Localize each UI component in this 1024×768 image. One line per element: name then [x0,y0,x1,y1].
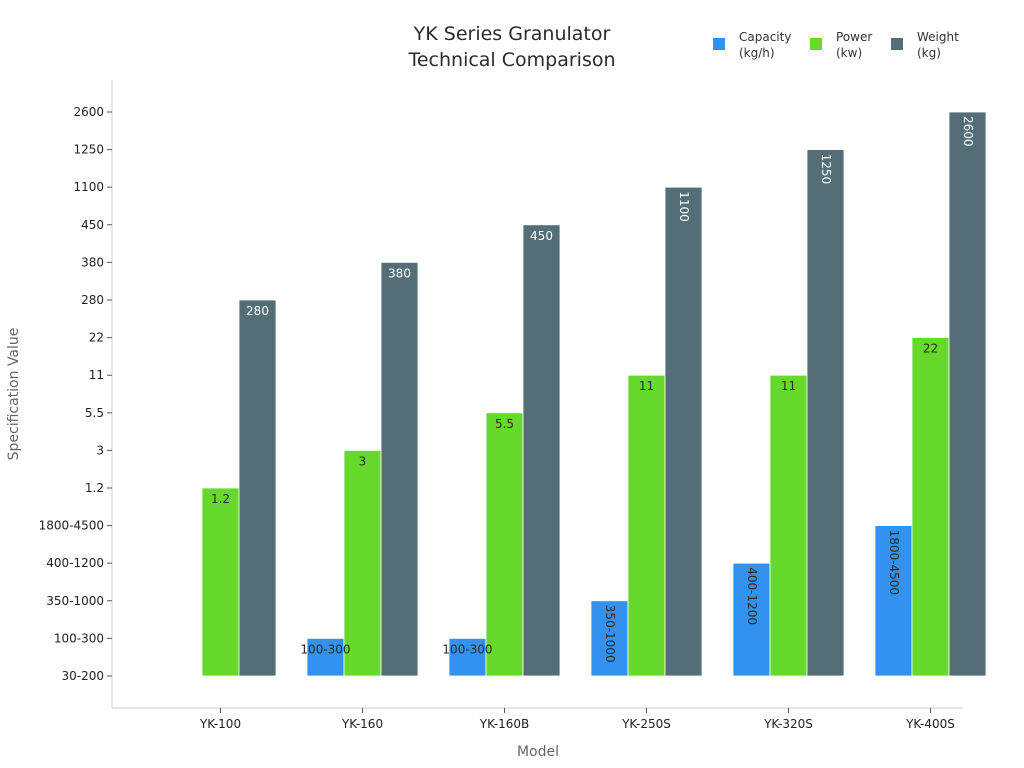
chart-title-line-2: Technical Comparison [407,49,615,71]
legend-label: Weight (kg) [917,30,959,60]
bar [806,149,845,677]
y-tick-label: 400-1200 [46,556,104,570]
bar-data-label: 280 [246,304,269,318]
bar-data-label: 11 [781,379,796,393]
y-axis-title: Specification Value [6,328,22,461]
y-tick-label: 1.2 [85,481,104,495]
y-tick-label: 1100 [73,180,104,194]
bar-data-label: 11 [639,379,654,393]
bar [627,374,666,677]
x-tick-label: YK-320S [763,717,813,731]
bar [238,299,277,677]
bar-data-label: 2600 [961,116,975,147]
legend: Capacity (kg/h) Power (kw) Weight (kg) [713,30,959,60]
bar-data-label: 1100 [677,191,691,222]
legend-swatch [810,38,822,50]
bar [448,638,487,677]
y-tick-label: 11 [89,368,104,382]
x-tick-label: YK-100 [199,717,241,731]
bar-labels: 100-300 100-300 350-1000 400-1200 1800-4500 1… [211,116,975,663]
bars [201,111,987,677]
chart-title: YK Series Granulator Technical Compariso… [407,23,615,71]
axes [111,80,963,709]
bar-data-label: 450 [530,229,553,243]
bar [769,374,808,677]
y-tick-label: 350-1000 [46,594,104,608]
x-ticks: YK-100 YK-160 YK-160B YK-250S YK-320S YK-400S [199,708,955,731]
y-tick-label: 2600 [73,105,104,119]
legend-swatch [713,38,725,50]
bar-data-label: 5.5 [495,417,514,431]
y-tick-label: 1250 [73,143,104,157]
x-tick-label: YK-250S [621,717,671,731]
y-tick-label: 5.5 [85,406,104,420]
bar-data-label: 3 [359,454,367,468]
bar-data-label: 350-1000 [603,605,617,663]
chart-title-line-1: YK Series Granulator [413,23,611,45]
y-tick-label: 30-200 [61,669,104,683]
bar-data-label: 1800-4500 [887,530,901,595]
y-tick-label: 22 [89,331,104,345]
y-tick-label: 1800-4500 [39,519,104,533]
bar-data-label: 380 [388,266,411,280]
bar-data-label: 400-1200 [745,567,759,625]
bar [911,337,950,677]
bar-data-label: 1250 [819,154,833,185]
legend-label: Capacity (kg/h) [739,30,791,60]
x-tick-label: YK-400S [905,717,955,731]
y-tick-label: 280 [81,293,104,307]
bar [380,261,419,677]
bar [485,412,524,677]
bar-data-label: 100-300 [442,642,492,656]
bar [732,562,771,677]
x-axis-title: Model [517,744,559,760]
bar [948,111,987,677]
y-tick-label: 3 [96,443,104,457]
legend-swatch [891,38,903,50]
bar [306,638,345,677]
legend-label: Power (kw) [836,30,872,60]
bar [590,600,629,677]
bar [343,449,382,677]
y-ticks: 30-200 100-300 350-1000 400-1200 1800-4500 1.… [39,105,112,683]
bar [664,186,703,677]
bar-data-label: 1.2 [211,492,230,506]
bar [522,224,561,677]
x-tick-label: YK-160B [479,717,529,731]
y-tick-label: 380 [81,255,104,269]
bar [201,487,240,677]
y-tick-label: 450 [81,218,104,232]
y-tick-label: 100-300 [54,631,104,645]
x-tick-label: YK-160 [341,717,383,731]
bar-data-label: 22 [923,342,938,356]
bar-data-label: 100-300 [300,642,350,656]
